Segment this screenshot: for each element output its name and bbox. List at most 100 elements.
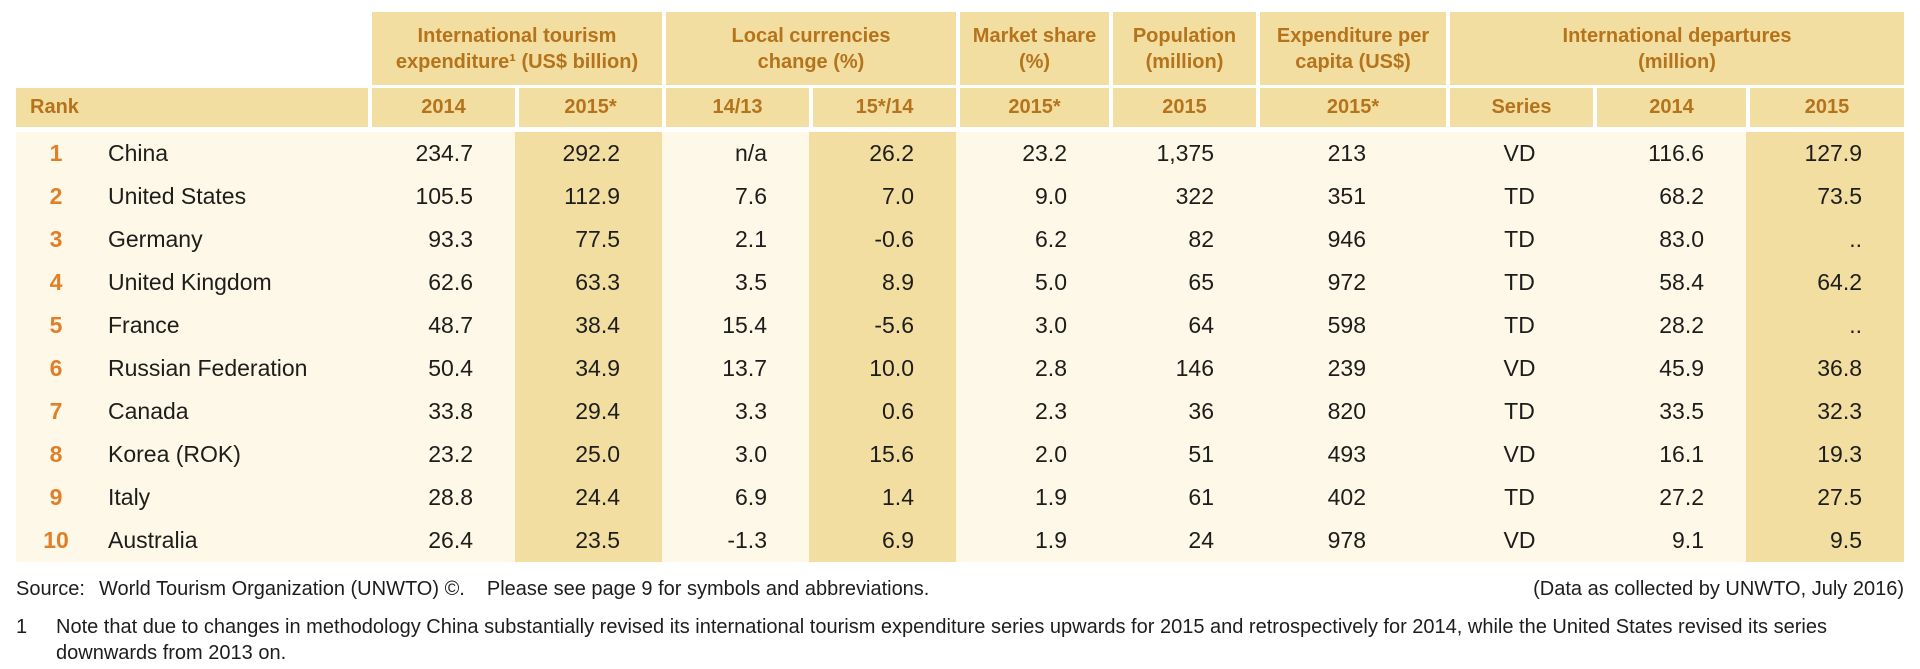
country-cell: France [96,304,368,347]
source-row: Source: World Tourism Organization (UNWTO… [16,562,1904,602]
col-header-market-share-2015: 2015* [956,88,1109,132]
dep-2014-cell: 68.2 [1593,175,1746,218]
source-label: Source: [16,578,85,600]
country-cell: China [96,132,368,175]
data-collected-note: (Data as collected by UNWTO, July 2016) [1533,578,1904,600]
dep-2015-cell: .. [1746,304,1904,347]
series-cell: TD [1446,218,1593,261]
series-cell: TD [1446,175,1593,218]
change-15-14-cell: -0.6 [809,218,956,261]
population-cell: 24 [1109,519,1256,562]
table-row: 2 United States 105.5 112.9 7.6 7.0 9.0 … [16,175,1904,218]
group-header-currency-change: Local currencies change (%) [662,12,956,88]
exp-2015-cell: 292.2 [515,132,662,175]
dep-2014-cell: 9.1 [1593,519,1746,562]
rank-cell: 10 [16,519,96,562]
exp-2015-cell: 112.9 [515,175,662,218]
change-15-14-cell: 10.0 [809,347,956,390]
table-row: 4 United Kingdom 62.6 63.3 3.5 8.9 5.0 6… [16,261,1904,304]
change-15-14-cell: -5.6 [809,304,956,347]
rank-cell: 3 [16,218,96,261]
dep-2015-cell: .. [1746,218,1904,261]
country-cell: Korea (ROK) [96,433,368,476]
market-share-cell: 2.0 [956,433,1109,476]
country-cell: United Kingdom [96,261,368,304]
source-line: Source: World Tourism Organization (UNWTO… [16,576,929,602]
rank-cell: 9 [16,476,96,519]
table-row: 9 Italy 28.8 24.4 6.9 1.4 1.9 61 402 TD … [16,476,1904,519]
market-share-cell: 3.0 [956,304,1109,347]
rank-cell: 5 [16,304,96,347]
group-header-expenditure: International tourism expenditure¹ (US$ … [368,12,662,88]
table-row: 7 Canada 33.8 29.4 3.3 0.6 2.3 36 820 TD… [16,390,1904,433]
col-header-dep-2015: 2015 [1746,88,1904,132]
country-cell: Russian Federation [96,347,368,390]
rank-cell: 2 [16,175,96,218]
market-share-cell: 2.8 [956,347,1109,390]
per-capita-cell: 239 [1256,347,1446,390]
per-capita-cell: 402 [1256,476,1446,519]
column-header-row: Rank 2014 2015* 14/13 15*/14 2015* 2015 … [16,88,1904,132]
footnote: 1 Note that due to changes in methodolog… [16,614,1904,666]
country-cell: Italy [96,476,368,519]
population-cell: 65 [1109,261,1256,304]
country-cell: Australia [96,519,368,562]
exp-2015-cell: 23.5 [515,519,662,562]
dep-2015-cell: 27.5 [1746,476,1904,519]
exp-2014-cell: 234.7 [368,132,515,175]
group-header-departures: International departures (million) [1446,12,1904,88]
change-15-14-cell: 8.9 [809,261,956,304]
series-cell: TD [1446,390,1593,433]
market-share-cell: 2.3 [956,390,1109,433]
exp-2014-cell: 48.7 [368,304,515,347]
dep-2014-cell: 116.6 [1593,132,1746,175]
market-share-cell: 6.2 [956,218,1109,261]
change-15-14-cell: 26.2 [809,132,956,175]
series-cell: VD [1446,433,1593,476]
dep-2014-cell: 45.9 [1593,347,1746,390]
population-cell: 51 [1109,433,1256,476]
group-header-row: International tourism expenditure¹ (US$ … [16,12,1904,88]
dep-2015-cell: 73.5 [1746,175,1904,218]
population-cell: 36 [1109,390,1256,433]
source-text: World Tourism Organization (UNWTO) ©. [98,578,465,600]
col-header-change-15-14: 15*/14 [809,88,956,132]
population-cell: 64 [1109,304,1256,347]
table-row: 3 Germany 93.3 77.5 2.1 -0.6 6.2 82 946 … [16,218,1904,261]
series-cell: TD [1446,476,1593,519]
exp-2014-cell: 50.4 [368,347,515,390]
market-share-cell: 1.9 [956,519,1109,562]
change-15-14-cell: 0.6 [809,390,956,433]
dep-2015-cell: 127.9 [1746,132,1904,175]
rank-cell: 6 [16,347,96,390]
footnote-number: 1 [16,616,28,638]
series-cell: VD [1446,519,1593,562]
col-header-dep-2014: 2014 [1593,88,1746,132]
dep-2015-cell: 9.5 [1746,519,1904,562]
rank-cell: 1 [16,132,96,175]
col-header-change-14-13: 14/13 [662,88,809,132]
exp-2015-cell: 63.3 [515,261,662,304]
exp-2015-cell: 29.4 [515,390,662,433]
dep-2014-cell: 27.2 [1593,476,1746,519]
exp-2014-cell: 26.4 [368,519,515,562]
exp-2015-cell: 25.0 [515,433,662,476]
rank-cell: 4 [16,261,96,304]
population-cell: 146 [1109,347,1256,390]
dep-2014-cell: 83.0 [1593,218,1746,261]
market-share-cell: 1.9 [956,476,1109,519]
population-cell: 1,375 [1109,132,1256,175]
exp-2014-cell: 105.5 [368,175,515,218]
group-header-population: Population (million) [1109,12,1256,88]
exp-2014-cell: 28.8 [368,476,515,519]
dep-2015-cell: 32.3 [1746,390,1904,433]
change-15-14-cell: 15.6 [809,433,956,476]
exp-2015-cell: 77.5 [515,218,662,261]
exp-2015-cell: 38.4 [515,304,662,347]
table-row: 10 Australia 26.4 23.5 -1.3 6.9 1.9 24 9… [16,519,1904,562]
change-15-14-cell: 6.9 [809,519,956,562]
tourism-expenditure-table: International tourism expenditure¹ (US$ … [16,12,1904,562]
country-cell: Canada [96,390,368,433]
per-capita-cell: 213 [1256,132,1446,175]
